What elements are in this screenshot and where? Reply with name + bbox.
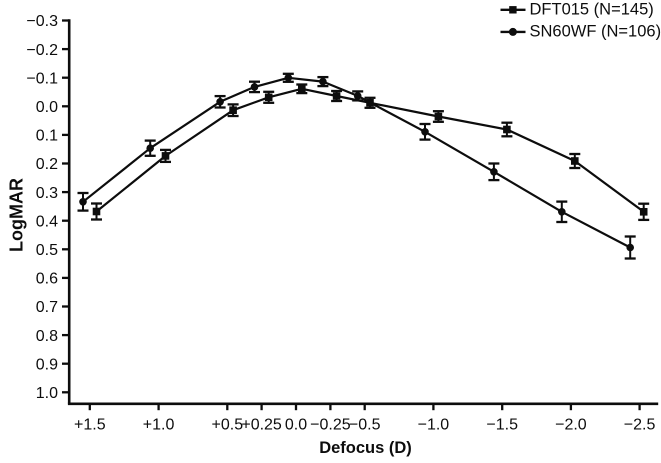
svg-text:+1.5: +1.5 <box>74 417 106 434</box>
svg-text:0.2: 0.2 <box>36 156 58 173</box>
svg-text:DFT015 (N=145): DFT015 (N=145) <box>530 0 654 18</box>
svg-text:−1.0: −1.0 <box>418 417 450 434</box>
svg-text:0.4: 0.4 <box>36 213 58 230</box>
svg-text:0.0: 0.0 <box>36 99 58 116</box>
svg-text:−2.5: −2.5 <box>624 417 656 434</box>
svg-text:+1.0: +1.0 <box>143 417 175 434</box>
svg-text:Defocus (D): Defocus (D) <box>319 439 412 457</box>
svg-text:SN60WF (N=106): SN60WF (N=106) <box>530 23 661 41</box>
svg-text:−1.5: −1.5 <box>486 417 518 434</box>
svg-text:1.0: 1.0 <box>36 385 58 402</box>
svg-text:0.0: 0.0 <box>285 417 307 434</box>
svg-text:0.1: 0.1 <box>36 128 58 145</box>
svg-text:LogMAR: LogMAR <box>7 178 27 252</box>
svg-text:0.5: 0.5 <box>36 242 58 259</box>
svg-text:0.9: 0.9 <box>36 356 58 373</box>
svg-text:−0.3: −0.3 <box>26 13 58 30</box>
svg-text:0.8: 0.8 <box>36 328 58 345</box>
svg-text:−0.5: −0.5 <box>349 417 381 434</box>
svg-text:−0.1: −0.1 <box>26 70 58 87</box>
svg-text:−0.2: −0.2 <box>26 42 58 59</box>
svg-text:+0.5: +0.5 <box>212 417 244 434</box>
svg-text:−0.25: −0.25 <box>310 417 351 434</box>
svg-text:0.3: 0.3 <box>36 185 58 202</box>
svg-text:−2.0: −2.0 <box>555 417 587 434</box>
svg-text:0.6: 0.6 <box>36 271 58 288</box>
svg-text:+0.25: +0.25 <box>241 417 282 434</box>
svg-text:0.7: 0.7 <box>36 299 58 316</box>
